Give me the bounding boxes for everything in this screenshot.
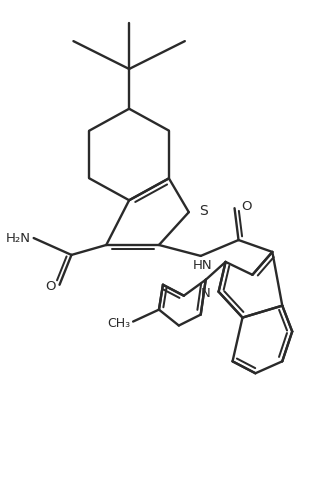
Text: S: S bbox=[199, 204, 208, 218]
Text: N: N bbox=[201, 287, 211, 300]
Text: HN: HN bbox=[193, 259, 213, 272]
Text: O: O bbox=[242, 200, 252, 212]
Text: CH₃: CH₃ bbox=[107, 317, 130, 330]
Text: O: O bbox=[45, 280, 55, 293]
Text: H₂N: H₂N bbox=[6, 231, 31, 244]
